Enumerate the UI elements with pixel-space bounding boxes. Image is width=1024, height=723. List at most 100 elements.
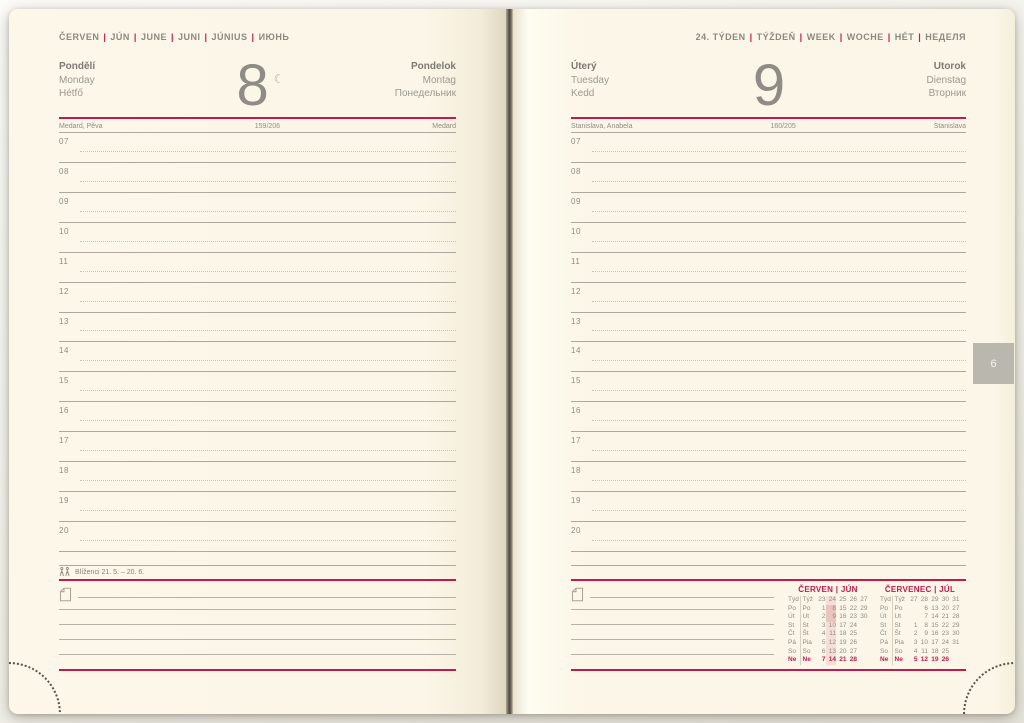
- calendar-day: 5: [821, 638, 826, 646]
- notes-first-line: [571, 587, 966, 602]
- zodiac-row-empty: [571, 566, 966, 581]
- hour-label: 09: [59, 196, 69, 206]
- day-name: Monday: [59, 74, 95, 86]
- calendar-day: 24: [849, 621, 857, 629]
- hour-label: 17: [571, 436, 581, 446]
- day-name: Понедельник: [394, 88, 456, 99]
- writing-line: [592, 180, 966, 182]
- weekday-label-czech: Út: [880, 613, 893, 622]
- writing-line: [80, 360, 456, 362]
- day-number: 8: [236, 53, 268, 118]
- nameday-row: Stanislava, Anabela 160/205 Stanislava: [571, 119, 966, 133]
- hour-slot: 08: [59, 163, 456, 193]
- calendar-day: 24: [941, 638, 949, 646]
- calendar-day: [907, 613, 918, 622]
- calendar-day: 19: [839, 638, 847, 646]
- hour-label: 18: [59, 466, 69, 476]
- calendar-day: 7: [821, 656, 826, 664]
- week-number: 23: [818, 596, 826, 603]
- calendar-day: 15: [839, 604, 847, 612]
- hour-label: 20: [59, 525, 69, 535]
- day-name: Montag: [422, 74, 456, 86]
- calendar-day: [857, 648, 868, 657]
- writing-line: [592, 300, 966, 302]
- corner-perforation-dots: [9, 662, 61, 714]
- day-names-czech-english-hungarian: Pondělí Monday Hétfő: [59, 60, 95, 101]
- pipe-separator: |: [103, 32, 107, 42]
- calendar-day: 26: [849, 638, 857, 646]
- accent-bottom-line: [571, 669, 966, 671]
- book-spine: [506, 9, 513, 714]
- hour-label: 20: [571, 525, 581, 535]
- calendar-day: 1: [913, 621, 918, 629]
- header-language-item: JUNE: [140, 32, 167, 42]
- day-number-block: 9: [571, 52, 966, 119]
- writing-line: [590, 597, 774, 598]
- calendar-day: 9: [924, 630, 928, 638]
- calendar-day: 1: [821, 604, 826, 612]
- calendar-day: 2: [821, 613, 826, 621]
- hour-label: 18: [571, 466, 581, 476]
- hour-slot: 10: [59, 223, 456, 253]
- header-language-item: ČERVEN: [59, 32, 100, 42]
- calendar-day: 28: [952, 613, 960, 621]
- hour-slot: 19: [571, 492, 966, 522]
- day-number: 9: [752, 53, 785, 118]
- hour-label: 13: [571, 316, 581, 326]
- writing-line: [80, 270, 456, 272]
- calendar-day: 13: [931, 604, 939, 612]
- weekday-label-slovak: Ne: [894, 656, 903, 664]
- hour-label: 10: [571, 226, 581, 236]
- hour-schedule: 07 08 09 10 11 12 13 14 15 16 17 18 19 20: [59, 133, 456, 552]
- calendar-day: 18: [931, 647, 939, 655]
- calendar-day: 7: [924, 613, 928, 621]
- day-name: Tuesday: [571, 74, 609, 86]
- calendar-day: 8: [825, 604, 836, 614]
- hour-slot: 13: [571, 313, 966, 343]
- hour-slot: 08: [571, 163, 966, 193]
- zodiac-label: Blíženci 21. 5. – 20. 6.: [75, 569, 145, 576]
- calendar-day: 21: [839, 656, 847, 664]
- writing-line: [592, 210, 966, 212]
- calendar-day: 10: [920, 638, 928, 646]
- day-names-slovak-german-russian: Pondelok Montag Понедельник: [395, 60, 456, 101]
- calendar-day: 16: [839, 613, 847, 621]
- pipe-separator: |: [839, 32, 843, 42]
- week-column-label: Týd: [880, 596, 893, 605]
- empty-row: [59, 552, 456, 566]
- calendar-day: 9: [825, 613, 836, 622]
- writing-line: [59, 654, 456, 655]
- calendar-day: 29: [860, 604, 868, 612]
- writing-line: [592, 539, 966, 541]
- note-page-icon: [571, 587, 584, 607]
- pipe-separator: |: [251, 32, 255, 42]
- writing-line: [592, 509, 966, 511]
- weekday-label-slovak: St: [802, 621, 809, 629]
- calendar-day: [949, 656, 960, 665]
- writing-line: [80, 539, 456, 541]
- calendar-day: 13: [825, 647, 836, 657]
- calendar-day: 15: [931, 621, 939, 629]
- accent-divider: [571, 117, 966, 119]
- writing-line: [592, 480, 966, 482]
- calendar-day: 29: [952, 621, 960, 629]
- header-language-item: WEEK: [806, 32, 836, 42]
- calendar-day: 23: [941, 630, 949, 638]
- hour-label: 16: [571, 406, 581, 416]
- header-language-item: JÚN: [110, 32, 130, 42]
- calendar-day: 4: [913, 647, 918, 655]
- day-of-year-counter: 160/205: [770, 123, 796, 130]
- hour-slot: 17: [59, 432, 456, 463]
- hour-slot: 15: [571, 372, 966, 403]
- hour-slot: 20: [571, 522, 966, 552]
- week-number: 28: [920, 596, 928, 603]
- hour-slot: 07: [59, 133, 456, 163]
- calendar-day: 30: [860, 613, 868, 621]
- calendar-day: 20: [839, 647, 847, 655]
- weekday-label-slovak: So: [894, 647, 903, 655]
- nameday-czech: Medard, Pěva: [59, 123, 103, 130]
- weekday-label-slovak: Po: [894, 604, 903, 612]
- hour-label: 07: [571, 137, 581, 146]
- calendar-title: ČERVEN | JÚN: [798, 585, 858, 594]
- calendar-day: 10: [825, 621, 836, 631]
